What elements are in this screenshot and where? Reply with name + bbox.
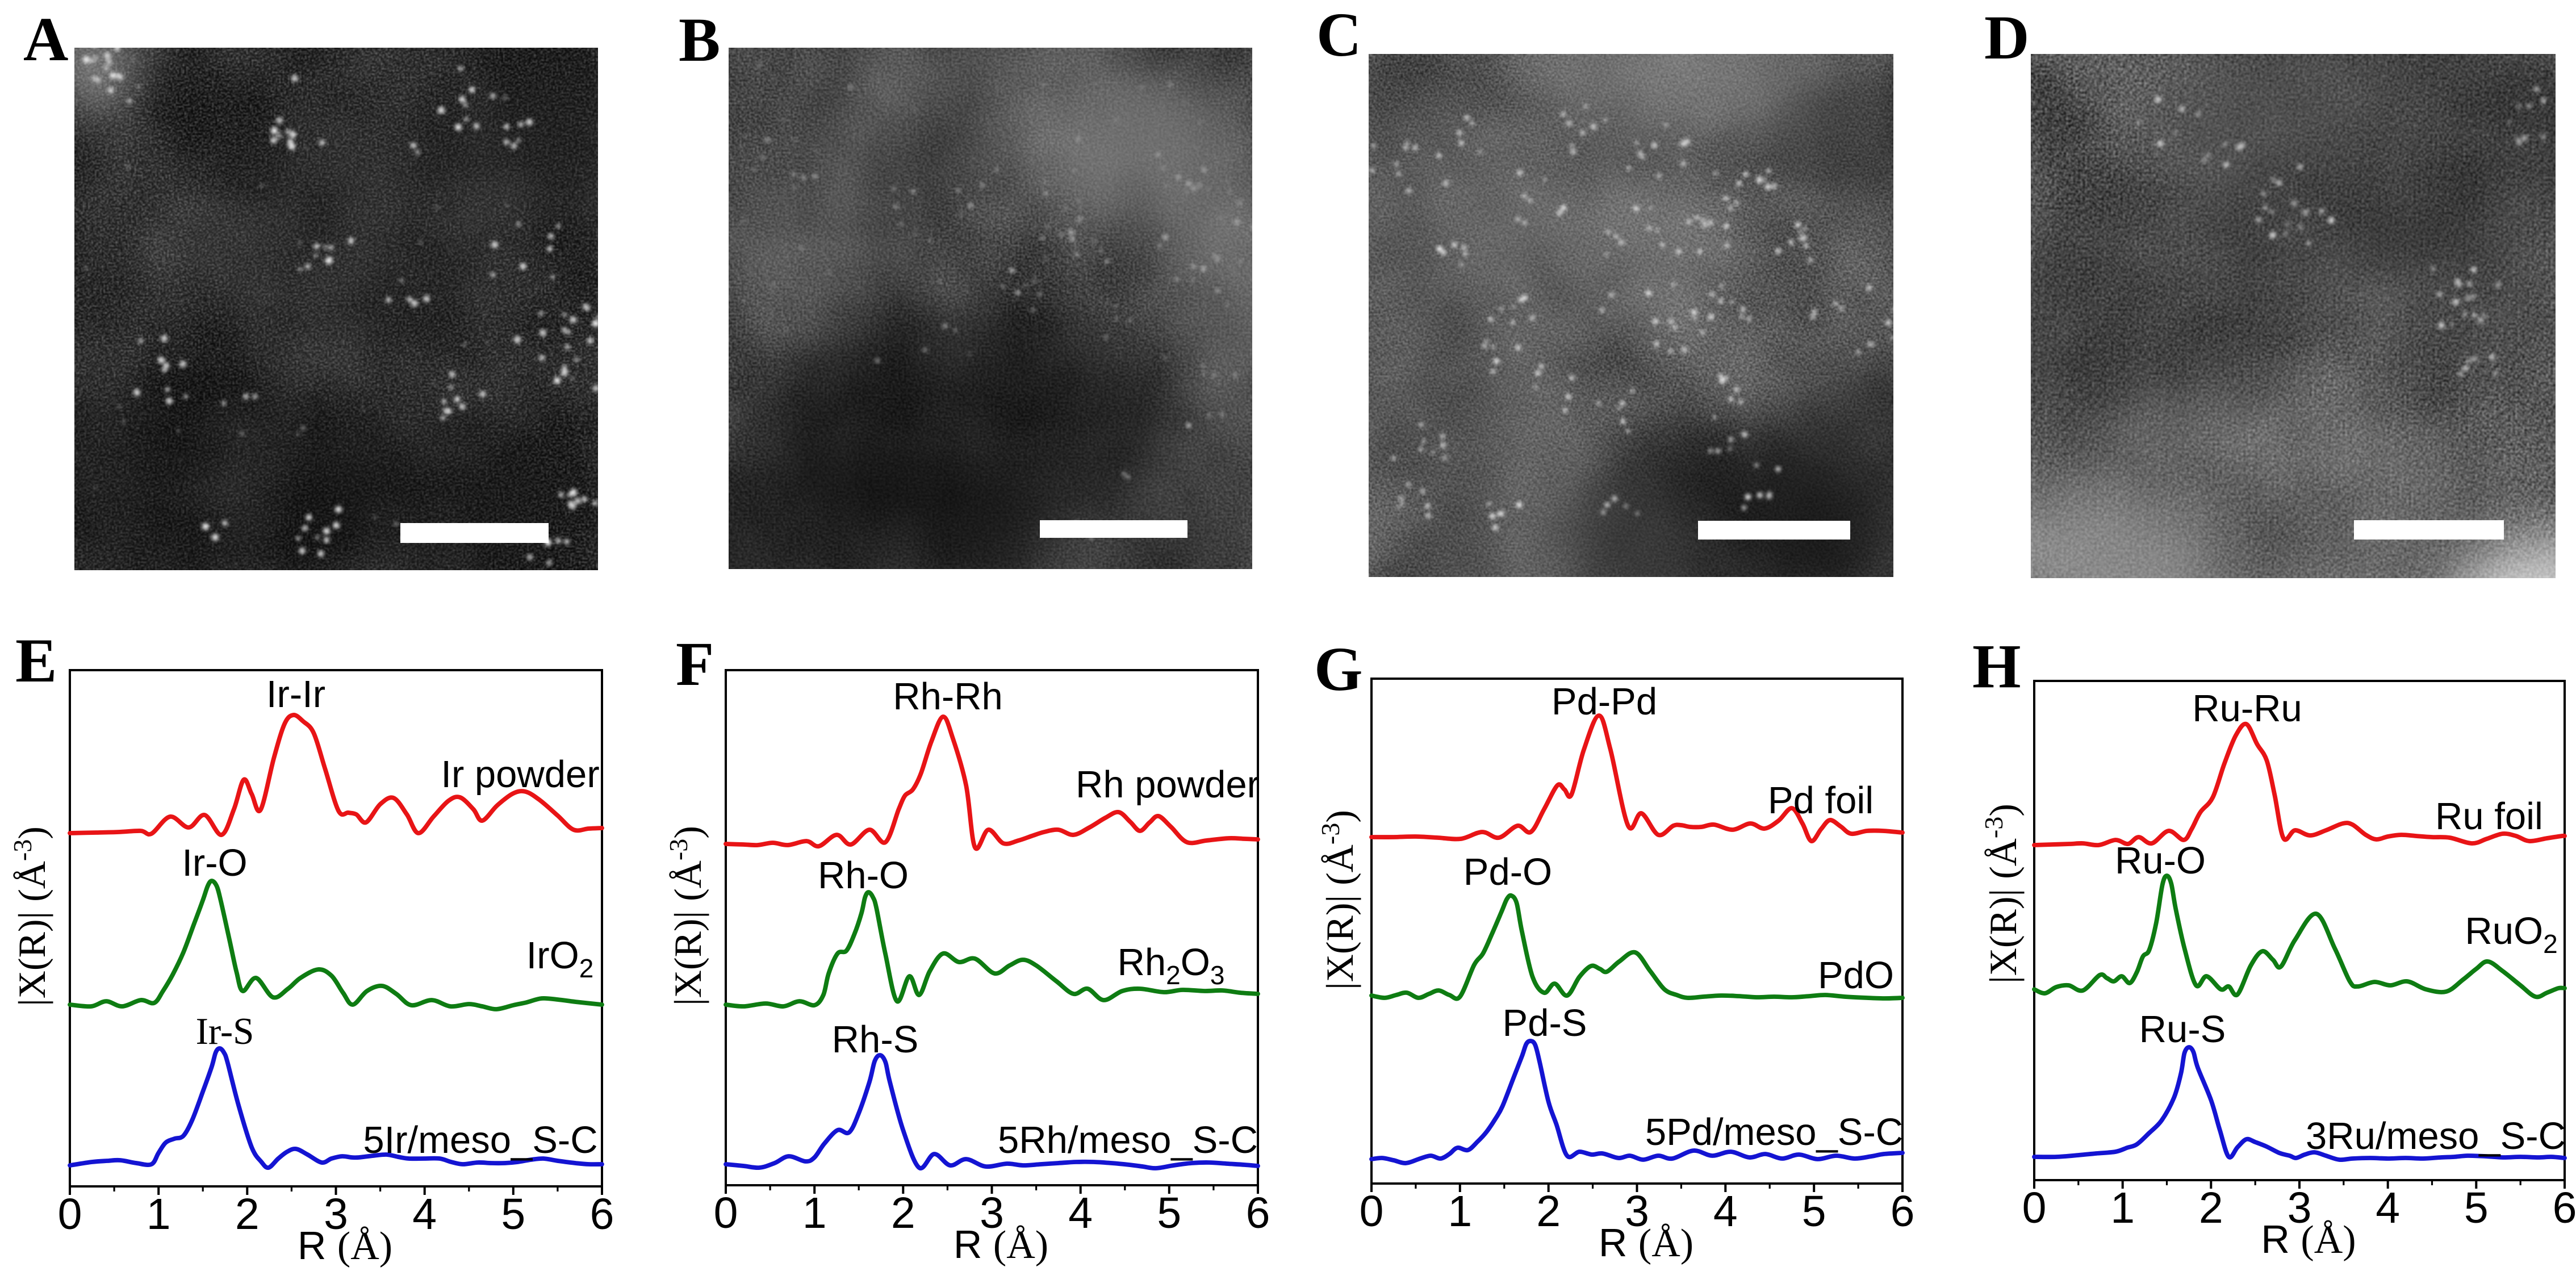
svg-text:|X(R)| (Å-3): |X(R)| (Å-3) [1316, 810, 1361, 990]
svg-text:2: 2 [1536, 1187, 1561, 1236]
svg-text:0: 0 [1360, 1187, 1384, 1236]
svg-text:Pd-Pd: Pd-Pd [1552, 680, 1657, 723]
svg-text:Rh powder: Rh powder [1076, 763, 1260, 806]
svg-text:Pd-S: Pd-S [1503, 1002, 1587, 1044]
svg-text:R (Å): R (Å) [1599, 1220, 1693, 1265]
svg-text:Pd foil: Pd foil [1768, 779, 1874, 822]
svg-text:Rh-Rh: Rh-Rh [893, 675, 1003, 718]
svg-text:Ru-O: Ru-O [2115, 839, 2206, 882]
svg-text:Rh-S: Rh-S [832, 1018, 919, 1061]
svg-text:6: 6 [2553, 1184, 2576, 1232]
svg-text:5: 5 [2464, 1184, 2489, 1232]
svg-text:Ir-S: Ir-S [196, 1010, 254, 1052]
svg-text:3Ru/meso_S-C: 3Ru/meso_S-C [2306, 1115, 2566, 1157]
svg-text:4: 4 [1068, 1189, 1093, 1237]
svg-text:Ir-Ir: Ir-Ir [266, 673, 325, 716]
svg-text:R (Å): R (Å) [954, 1222, 1048, 1267]
svg-text:3: 3 [324, 1190, 348, 1239]
svg-text:0: 0 [58, 1190, 82, 1239]
svg-text:IrO2: IrO2 [526, 934, 594, 983]
svg-text:6: 6 [1246, 1189, 1270, 1237]
svg-text:1: 1 [1448, 1187, 1472, 1236]
svg-text:Rh2O3: Rh2O3 [1118, 941, 1225, 990]
svg-text:4: 4 [1713, 1187, 1738, 1236]
svg-text:|X(R)| (Å-3): |X(R)| (Å-3) [664, 826, 709, 1006]
svg-text:R (Å): R (Å) [2261, 1217, 2356, 1262]
svg-text:5: 5 [501, 1190, 525, 1239]
svg-text:5: 5 [1157, 1189, 1181, 1237]
svg-text:1: 1 [147, 1190, 171, 1239]
svg-text:|X(R)| (Å-3): |X(R)| (Å-3) [8, 826, 53, 1006]
svg-text:|X(R)| (Å-3): |X(R)| (Å-3) [1979, 804, 2025, 984]
svg-text:R (Å): R (Å) [298, 1223, 392, 1268]
svg-text:2: 2 [891, 1189, 915, 1237]
svg-text:3: 3 [1625, 1187, 1649, 1236]
svg-text:4: 4 [412, 1190, 437, 1239]
svg-text:Ru foil: Ru foil [2435, 795, 2543, 838]
svg-text:0: 0 [714, 1189, 738, 1237]
svg-text:5: 5 [1802, 1187, 1826, 1236]
svg-text:Ru-Ru: Ru-Ru [2192, 687, 2302, 730]
svg-text:Pd-O: Pd-O [1463, 851, 1552, 893]
svg-text:4: 4 [2376, 1184, 2400, 1232]
svg-text:Ir-O: Ir-O [182, 842, 247, 884]
svg-text:PdO: PdO [1818, 954, 1894, 997]
svg-text:3: 3 [2288, 1184, 2312, 1232]
svg-text:RuO2: RuO2 [2465, 910, 2557, 959]
svg-text:1: 1 [802, 1189, 827, 1237]
svg-text:1: 1 [2110, 1184, 2135, 1232]
svg-text:Ir powder: Ir powder [441, 753, 599, 796]
svg-text:0: 0 [2022, 1184, 2047, 1232]
svg-text:2: 2 [2199, 1184, 2223, 1232]
svg-text:6: 6 [1891, 1187, 1915, 1236]
svg-text:6: 6 [590, 1190, 614, 1239]
svg-text:5Rh/meso_S-C: 5Rh/meso_S-C [998, 1119, 1258, 1161]
svg-text:2: 2 [235, 1190, 260, 1239]
svg-text:5Pd/meso_S-C: 5Pd/meso_S-C [1645, 1111, 1903, 1153]
svg-text:Ru-S: Ru-S [2139, 1008, 2226, 1051]
svg-text:3: 3 [980, 1189, 1004, 1237]
svg-text:Rh-O: Rh-O [818, 854, 909, 897]
svg-text:5Ir/meso_S-C: 5Ir/meso_S-C [363, 1119, 597, 1161]
